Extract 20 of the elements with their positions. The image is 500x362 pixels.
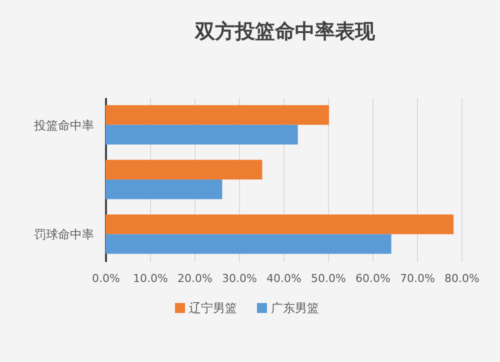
x-tick-label: 20.0% <box>178 272 212 285</box>
x-tick-label: 70.0% <box>400 272 435 285</box>
x-tick-label: 80.0% <box>444 272 480 285</box>
bar <box>106 160 262 180</box>
x-tick-label: 0.0% <box>92 272 120 285</box>
bar <box>106 124 298 145</box>
bar <box>106 180 222 200</box>
bar <box>106 234 392 254</box>
x-tick-label: 40.0% <box>266 272 302 285</box>
x-tick-label: 50.0% <box>311 272 346 285</box>
x-tick-label: 60.0% <box>356 272 390 285</box>
legend-label: 辽宁男篮 <box>189 301 237 315</box>
bar <box>106 105 329 125</box>
x-tick-label: 10.0% <box>133 272 168 285</box>
x-tick-label: 30.0% <box>222 272 257 285</box>
bar <box>106 214 454 234</box>
chart-title: 双方投篮命中率表现 <box>194 19 376 43</box>
y-tick-label: 罚球命中率 <box>34 228 94 242</box>
legend-label: 广东男篮 <box>271 301 319 315</box>
y-tick-label: 投篮命中率 <box>33 118 94 132</box>
